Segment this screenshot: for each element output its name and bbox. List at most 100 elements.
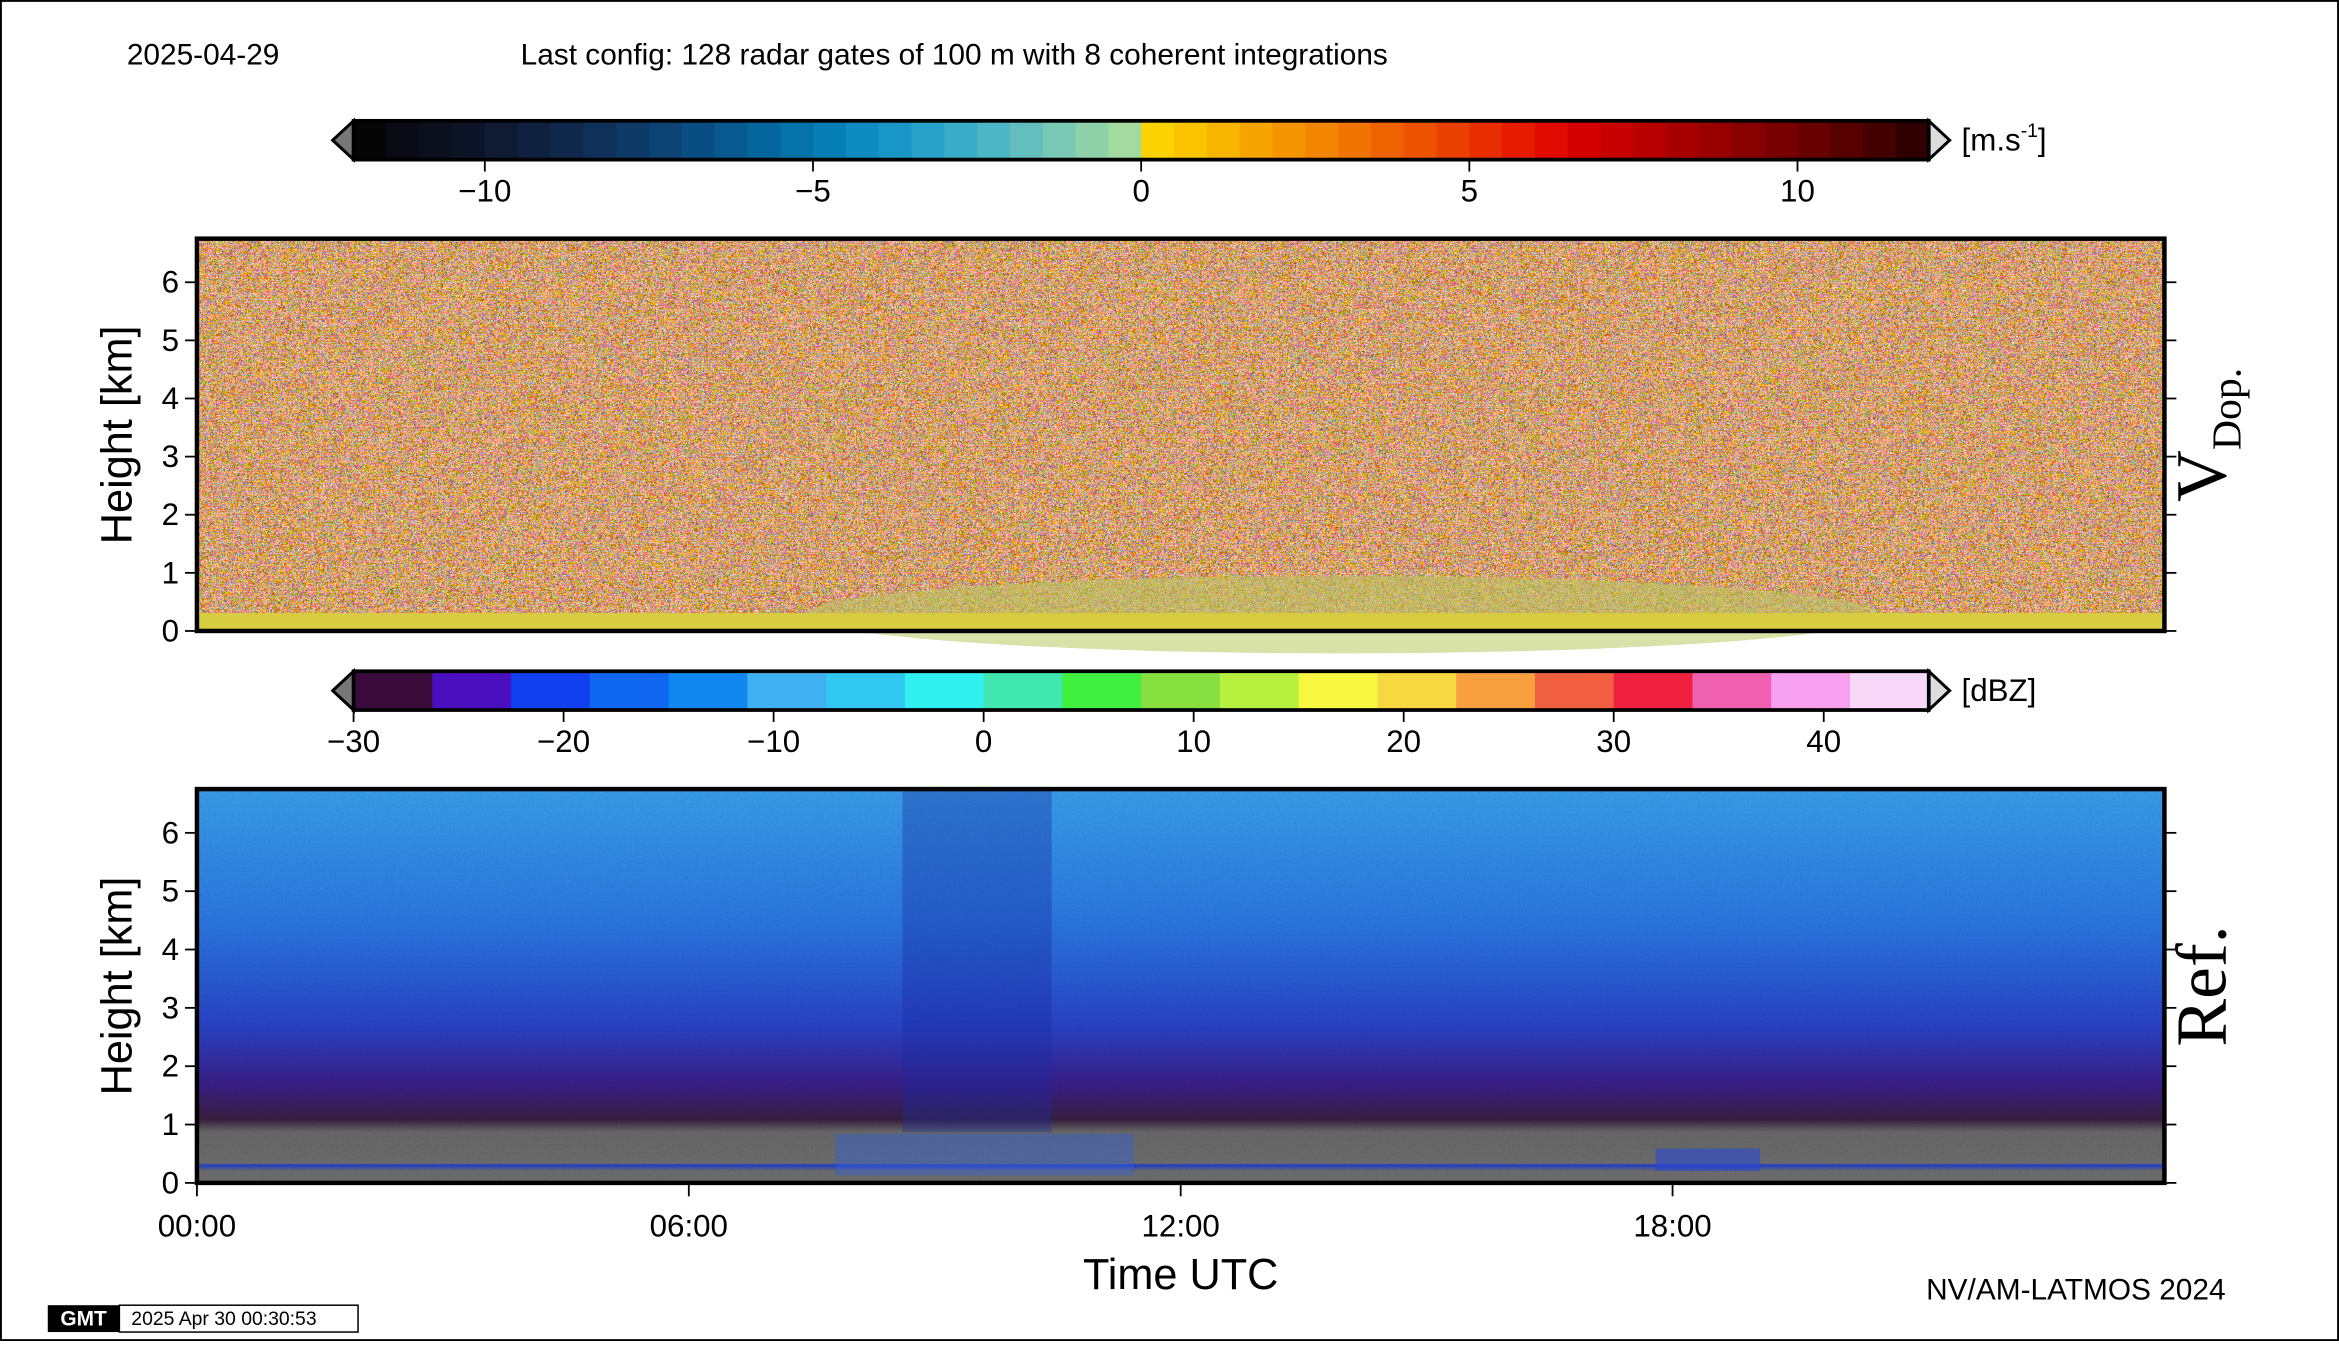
y-tick-label: 5	[162, 323, 179, 358]
colorbar-cell	[511, 671, 591, 711]
colorbar-tick-label: 0	[975, 724, 992, 759]
y-axis-label: Height [km]	[93, 877, 141, 1096]
plot-frame	[194, 236, 2167, 634]
colorbar-cell	[1863, 120, 1897, 160]
colorbar-cell	[1469, 120, 1503, 160]
unit-sup: -1	[2021, 120, 2038, 142]
y-axis-label: Height [km]	[93, 325, 141, 544]
colorbar-cell	[1633, 120, 1667, 160]
colorbar-cell	[1377, 671, 1457, 711]
colorbar-cell	[1699, 120, 1733, 160]
y-tick-label: 5	[162, 874, 179, 909]
colorbar-cell	[1141, 120, 1175, 160]
colorbar-tick-label: −10	[458, 173, 511, 208]
colorbar-arrow	[1927, 667, 1952, 714]
x-axis-label: Time UTC	[1083, 1251, 1278, 1299]
colorbar-cell	[1895, 120, 1930, 160]
y-tick-label: 2	[162, 1049, 179, 1084]
colorbar-tick-label: −30	[327, 724, 380, 759]
colorbar-cell	[583, 120, 617, 160]
colorbar-cell	[1692, 671, 1772, 711]
panel-label-main: Ref.	[2163, 925, 2242, 1046]
colorbar-cell	[878, 120, 912, 160]
colorbar-cell	[1436, 120, 1470, 160]
logo-box	[47, 1305, 120, 1333]
colorbar-cell	[616, 120, 650, 160]
y-tick-label: 6	[162, 265, 179, 300]
colorbar-cell	[714, 120, 748, 160]
colorbar-cell	[812, 120, 847, 160]
colorbar-tick-label: 10	[1176, 724, 1211, 759]
unit: [m.s	[1962, 123, 2021, 158]
logo: GMT	[60, 1308, 107, 1331]
y-tick-label: 3	[162, 990, 179, 1025]
colorbar-tick-label: −20	[537, 724, 590, 759]
colorbar-cell	[681, 120, 715, 160]
colorbar-cell	[780, 120, 814, 160]
x-tick-label: 00:00	[158, 1209, 236, 1244]
timestamp-box	[118, 1304, 359, 1333]
date: 2025-04-29	[127, 39, 280, 72]
colorbar-cell	[983, 671, 1063, 711]
colorbar-cell	[845, 120, 880, 160]
heatmap-texture	[196, 238, 2165, 1183]
colorbar-cell	[432, 671, 512, 711]
colorbar-cell	[1600, 120, 1634, 160]
colorbar-cell	[1108, 120, 1142, 160]
colorbar-cell	[1173, 120, 1208, 160]
timestamp: 2025 Apr 30 00:30:53	[131, 1308, 316, 1330]
colorbar-cell	[517, 120, 551, 160]
colorbar-cell	[1141, 671, 1221, 711]
colorbar-tick-label: 20	[1386, 724, 1421, 759]
x-tick-label: 12:00	[1142, 1209, 1220, 1244]
colorbar-tick-label: 5	[1461, 173, 1478, 208]
y-tick-label: 1	[162, 1107, 179, 1142]
colorbar-cell	[1075, 120, 1109, 160]
colorbar-tick-label: −5	[795, 173, 831, 208]
colorbar-cell	[452, 120, 486, 160]
unit-end: ]	[2038, 123, 2047, 158]
colorbar-arrow	[1927, 117, 1952, 164]
y-tick-label: 0	[162, 1165, 179, 1200]
colorbar-cell	[1062, 671, 1142, 711]
x-tick-label: 06:00	[650, 1209, 728, 1244]
colorbar-cell	[648, 120, 683, 160]
y-tick-label: 6	[162, 815, 179, 850]
colorbar-cell	[1338, 120, 1372, 160]
colorbar-cell	[353, 120, 387, 160]
y-tick-label: 0	[162, 613, 179, 648]
colorbar-cell	[1764, 120, 1798, 160]
colorbar-cell	[1370, 120, 1405, 160]
colorbar-cell	[1456, 671, 1536, 711]
colorbar-tick-label: 10	[1780, 173, 1815, 208]
colorbar-cell	[386, 120, 420, 160]
panel-label-main: V	[2163, 450, 2242, 502]
colorbar-tick-label: 0	[1132, 173, 1149, 208]
unit: [dBZ]	[1962, 673, 2037, 708]
colorbar-cell	[826, 671, 906, 711]
config: Last config: 128 radar gates of 100 m wi…	[521, 39, 1388, 72]
x-tick-label: 18:00	[1633, 1209, 1711, 1244]
colorbar-cell	[353, 671, 433, 711]
y-tick-label: 1	[162, 555, 179, 590]
colorbar-cell	[1534, 120, 1569, 160]
colorbar-cell	[484, 120, 519, 160]
panel-label-sub: Dop.	[2205, 368, 2251, 450]
y-tick-label: 4	[162, 932, 179, 967]
colorbar-cell	[550, 120, 584, 160]
colorbar-cell	[1567, 120, 1602, 160]
colorbar-cell	[1042, 120, 1076, 160]
colorbar-cell	[589, 671, 670, 711]
colorbar-cell	[1272, 120, 1306, 160]
colorbar-cell	[1666, 120, 1700, 160]
colorbar-unit: [dBZ]	[1962, 673, 2037, 708]
colorbar-cell	[1009, 120, 1044, 160]
colorbar-unit: [m.s-1]	[1962, 120, 2047, 157]
colorbar-cell	[1534, 671, 1615, 711]
colorbar-cell	[1239, 120, 1273, 160]
panel-label: Ref.	[2163, 925, 2242, 1046]
colorbar-cell	[668, 671, 748, 711]
